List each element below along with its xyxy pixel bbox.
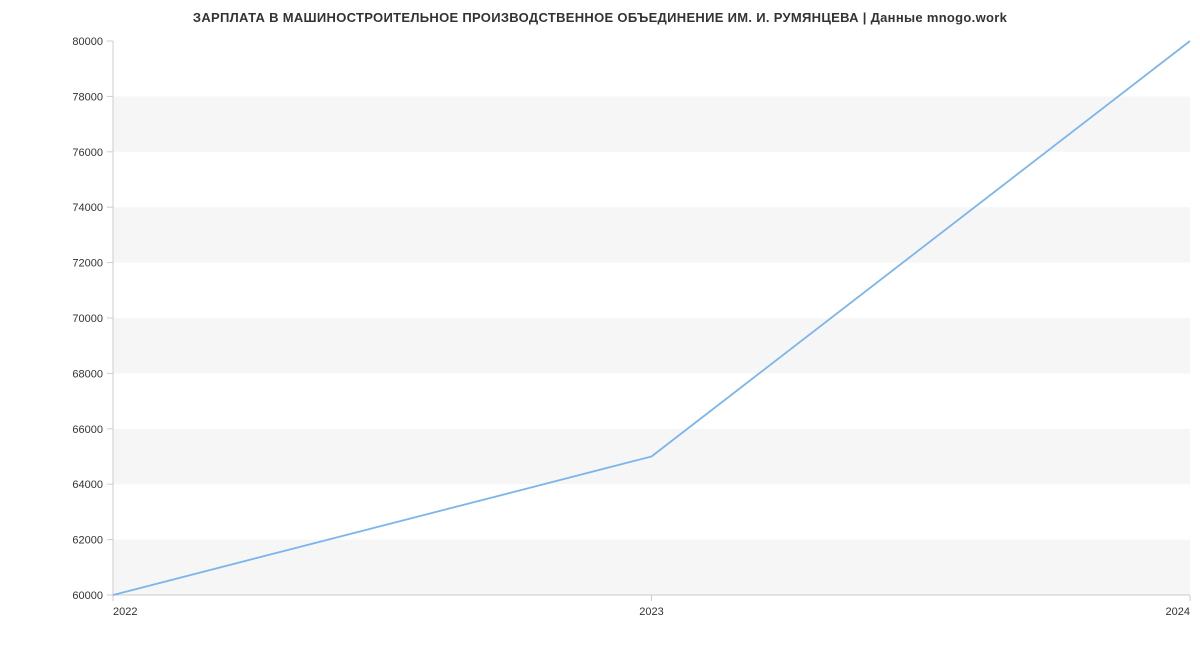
y-tick: 68000 — [72, 368, 103, 380]
svg-text:74000: 74000 — [72, 202, 103, 214]
grid-band — [113, 96, 1190, 151]
y-tick: 74000 — [72, 202, 103, 214]
y-tick: 80000 — [72, 36, 103, 48]
svg-text:70000: 70000 — [72, 313, 103, 325]
y-tick: 72000 — [72, 258, 103, 270]
svg-text:2023: 2023 — [639, 606, 663, 618]
svg-text:64000: 64000 — [72, 479, 103, 491]
svg-text:76000: 76000 — [72, 147, 103, 159]
svg-text:72000: 72000 — [72, 258, 103, 270]
grid-band — [113, 540, 1190, 595]
x-tick: 2024 — [1166, 606, 1190, 618]
grid-band — [113, 152, 1190, 207]
y-tick: 78000 — [72, 91, 103, 103]
y-tick: 60000 — [72, 590, 103, 602]
y-tick: 62000 — [72, 535, 103, 547]
grid-band — [113, 207, 1190, 262]
svg-text:80000: 80000 — [72, 36, 103, 48]
svg-text:78000: 78000 — [72, 91, 103, 103]
line-chart: 60000 62000 64000 66000 68000 70000 72000 74000… — [0, 25, 1200, 645]
svg-text:66000: 66000 — [72, 424, 103, 436]
svg-text:2022: 2022 — [113, 606, 137, 618]
svg-text:2024: 2024 — [1166, 606, 1190, 618]
y-tick: 70000 — [72, 313, 103, 325]
x-tick: 2022 — [113, 606, 137, 618]
grid-band — [113, 263, 1190, 318]
y-tick: 64000 — [72, 479, 103, 491]
svg-text:62000: 62000 — [72, 535, 103, 547]
chart-container: ЗАРПЛАТА В МАШИНОСТРОИТЕЛЬНОЕ ПРОИЗВОДСТ… — [0, 0, 1200, 650]
svg-text:68000: 68000 — [72, 368, 103, 380]
grid-band — [113, 41, 1190, 96]
grid-band — [113, 484, 1190, 539]
y-tick: 66000 — [72, 424, 103, 436]
grid-band — [113, 318, 1190, 373]
svg-text:60000: 60000 — [72, 590, 103, 602]
y-tick: 76000 — [72, 147, 103, 159]
chart-title: ЗАРПЛАТА В МАШИНОСТРОИТЕЛЬНОЕ ПРОИЗВОДСТ… — [0, 0, 1200, 25]
grid-band — [113, 373, 1190, 428]
x-tick: 2023 — [639, 606, 663, 618]
